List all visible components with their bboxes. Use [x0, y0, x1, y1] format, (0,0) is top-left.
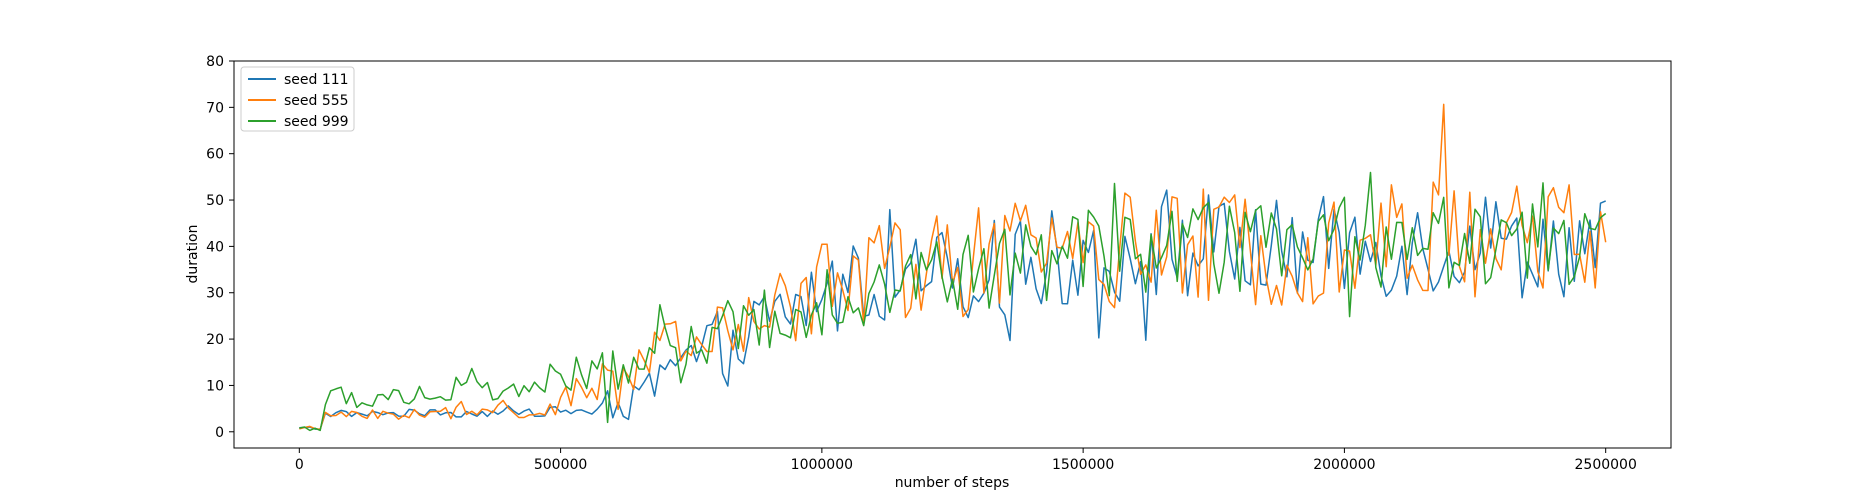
x-tick-label: 1000000 — [791, 457, 853, 473]
y-tick-label: 10 — [206, 378, 224, 394]
legend-box — [240, 66, 355, 132]
y-axis: 0 10 20 30 40 50 60 70 80 — [206, 54, 234, 441]
x-tick-label: 2500000 — [1575, 457, 1637, 473]
x-tick-label: 1500000 — [1052, 457, 1114, 473]
x-axis: 0 500000 1000000 1500000 2000000 2500000 — [295, 448, 1637, 473]
legend: seed 111 seed 555 seed 999 — [240, 66, 355, 132]
series-line-seed-111 — [299, 189, 1607, 430]
series-line-seed-999 — [299, 171, 1607, 432]
plot-area-frame — [233, 60, 1672, 449]
y-tick-label: 60 — [206, 147, 224, 163]
series-layer — [299, 103, 1607, 432]
legend-label: seed 111 — [284, 72, 349, 88]
x-tick-label: 0 — [295, 457, 304, 473]
x-tick-label: 2000000 — [1313, 457, 1375, 473]
y-tick-label: 80 — [206, 54, 224, 70]
y-tick-label: 0 — [215, 425, 224, 441]
y-tick-label: 30 — [206, 286, 224, 302]
y-tick-label: 40 — [206, 239, 224, 255]
y-tick-label: 50 — [206, 193, 224, 209]
x-axis-label: number of steps — [895, 475, 1010, 491]
y-axis-label: duration — [185, 225, 201, 284]
legend-label: seed 555 — [284, 93, 349, 109]
y-tick-label: 70 — [206, 100, 224, 116]
y-tick-label: 20 — [206, 332, 224, 348]
x-tick-label: 500000 — [534, 457, 587, 473]
legend-label: seed 999 — [284, 114, 349, 130]
